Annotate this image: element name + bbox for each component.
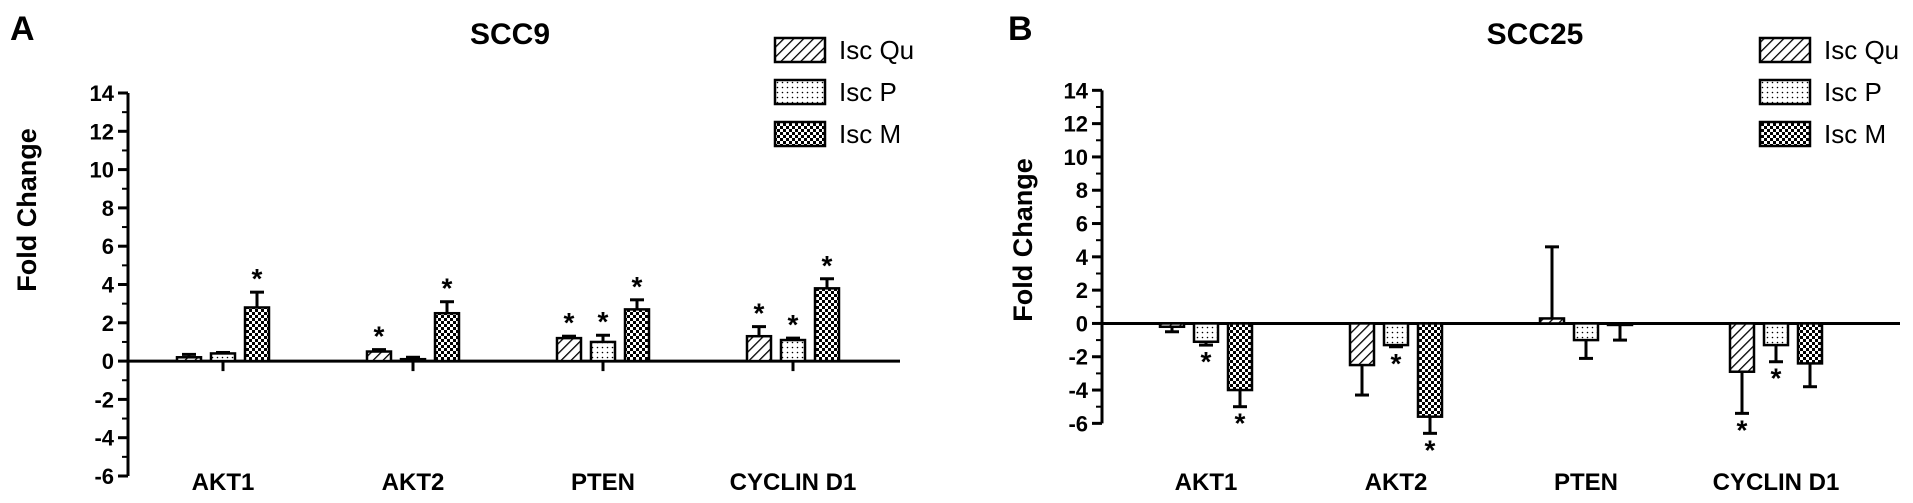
panel-a-legend-label: Isc P — [839, 77, 897, 107]
panel-a-y-tick-label: 4 — [102, 273, 115, 298]
panel-a-y-tick-label: 6 — [102, 234, 114, 259]
panel-b-category-label: PTEN — [1554, 469, 1618, 496]
panel-a-category-label: CYCLIN D1 — [730, 469, 857, 496]
panel-b-bar — [1226, 322, 1254, 392]
panel-b-y-tick-label: -2 — [1068, 345, 1088, 370]
panel-b-significance-star: * — [1771, 363, 1782, 394]
panel-b-bar — [1538, 317, 1566, 325]
panel-a-bar — [745, 334, 773, 363]
panel-b-bar — [1572, 322, 1600, 342]
panel-a-significance-star: * — [564, 307, 575, 338]
panel-a-significance-star: * — [374, 321, 385, 352]
panel-b-legend-label: Isc P — [1824, 77, 1882, 107]
panel-b-legend-label: Isc M — [1824, 119, 1886, 149]
panel-b-ylabel: Fold Change — [1008, 158, 1038, 322]
panel-b-bar — [1762, 322, 1790, 347]
panel-a-significance-star: * — [252, 263, 263, 294]
panel-a-category-label: PTEN — [571, 469, 635, 496]
panel-a-significance-star: * — [788, 309, 799, 340]
panel-b-category-label: AKT2 — [1365, 469, 1428, 496]
panel-a-category-label: AKT2 — [382, 469, 445, 496]
panel-b-legend-swatch — [1758, 120, 1812, 148]
panel-a-bar — [813, 287, 841, 363]
panel-a-ylabel: Fold Change — [12, 128, 42, 292]
panel-a-legend-swatch — [773, 36, 827, 64]
panel-a-bar — [399, 357, 427, 363]
panel-a-significance-star: * — [442, 273, 453, 304]
panel-a-y-tick-label: -2 — [94, 387, 114, 412]
panel-b-y-tick-label: 8 — [1076, 178, 1088, 203]
panel-b-legend-swatch — [1758, 36, 1812, 64]
panel-a-significance-star: * — [822, 250, 833, 281]
panel-b-y-tick-label: 6 — [1076, 212, 1088, 237]
panel-a-y-tick-label: 10 — [90, 158, 114, 183]
panel-b-y-tick-label: -6 — [1068, 411, 1088, 436]
panel-a-bar — [623, 308, 651, 363]
panel-a-bar — [555, 336, 583, 363]
panel-a-y-tick-label: 0 — [102, 349, 114, 374]
panel-b-legend-swatch — [1758, 78, 1812, 106]
panel-a-bar — [589, 340, 617, 363]
panel-a-category-label: AKT1 — [192, 469, 255, 496]
panel-a-legend-swatch — [773, 78, 827, 106]
panel-b-y-tick-label: -4 — [1068, 378, 1088, 403]
panel-b-significance-star: * — [1391, 348, 1402, 379]
panel-b-significance-star: * — [1235, 408, 1246, 439]
panel-b-bar — [1158, 322, 1186, 329]
panel-b-title: SCC25 — [1487, 18, 1584, 51]
panel-b-significance-star: * — [1201, 346, 1212, 377]
panel-b-category-label: AKT1 — [1175, 469, 1238, 496]
panel-a-bar — [433, 311, 461, 363]
panel-b-bar — [1382, 322, 1410, 347]
panel-b-significance-star: * — [1737, 414, 1748, 445]
panel-a-plot: -6 -4 -2 0 2 4 6 8 10 12 14 AKT1 * AKT2 * * PTEN * * * CYCLI… — [90, 35, 915, 496]
panel-b-y-tick-label: 4 — [1076, 245, 1089, 270]
panel-b-bar — [1416, 322, 1444, 418]
panel-b-bar — [1728, 322, 1756, 373]
panel-b-legend-label: Isc Qu — [1824, 35, 1899, 65]
panel-a-letter: A — [10, 10, 35, 48]
panel-a-significance-star: * — [754, 298, 765, 329]
panel-b-y-tick-label: 2 — [1076, 278, 1088, 303]
panel-b-letter: B — [1008, 10, 1033, 48]
panel-a-legend-swatch — [773, 120, 827, 148]
panel-b-bar — [1348, 322, 1376, 367]
panel-a-significance-star: * — [632, 271, 643, 302]
panel-a-significance-star: * — [598, 306, 609, 337]
panel-a-y-tick-label: -4 — [94, 426, 114, 451]
panel-a-legend-label: Isc Qu — [839, 35, 914, 65]
panel-a-bar — [175, 356, 203, 363]
panel-b-significance-star: * — [1425, 434, 1436, 465]
panel-b-bar — [1192, 322, 1220, 344]
panel-b-category-label: CYCLIN D1 — [1713, 469, 1840, 496]
panel-b-y-tick-label: 14 — [1064, 78, 1089, 103]
panel-b-y-tick-label: 0 — [1076, 311, 1088, 336]
panel-a-y-tick-label: 8 — [102, 196, 114, 221]
panel-a-title: SCC9 — [470, 18, 550, 51]
panel-a-bar — [779, 338, 807, 363]
panel-b-bar — [1796, 322, 1824, 365]
panel-a-y-tick-label: 14 — [90, 81, 115, 106]
panel-a-y-tick-label: 2 — [102, 311, 114, 336]
panel-b-plot: -6 -4 -2 0 2 4 6 8 10 12 14 AKT1 * * AKT2 * * PTEN CYCLIN … — [1064, 35, 1900, 496]
panel-a-y-tick-label: -6 — [94, 464, 114, 489]
panel-a-bar — [365, 350, 393, 363]
panel-b-y-tick-label: 12 — [1064, 112, 1088, 137]
panel-a-bar — [243, 306, 271, 363]
panel-a-y-tick-label: 12 — [90, 119, 114, 144]
panel-a-legend-label: Isc M — [839, 119, 901, 149]
panel-a-bar — [209, 352, 237, 363]
panel-b-y-tick-label: 10 — [1064, 145, 1088, 170]
